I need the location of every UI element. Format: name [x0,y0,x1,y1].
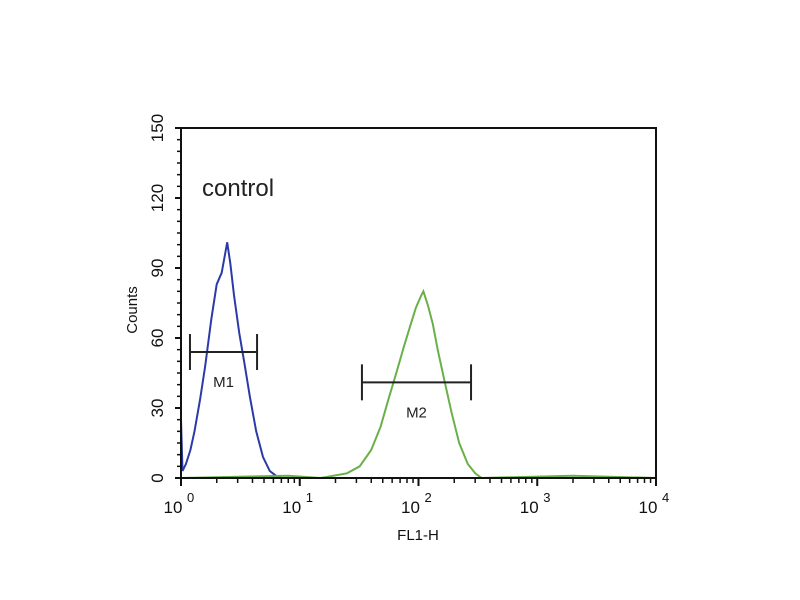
marker-label: M1 [213,374,234,391]
x-tick-label: 10 [282,498,301,517]
x-tick-exponent: 2 [425,490,432,505]
x-tick-label: 10 [164,498,183,517]
y-tick-label: 0 [148,473,167,482]
y-tick-label: 60 [148,329,167,348]
x-tick-exponent: 4 [662,490,669,505]
x-tick-exponent: 0 [187,490,194,505]
x-tick-label: 10 [639,498,658,517]
x-tick-exponent: 3 [543,490,550,505]
y-tick-label: 120 [148,184,167,212]
y-axis-label: Counts [124,286,141,334]
y-tick-label: 90 [148,259,167,278]
x-tick-label: 10 [401,498,420,517]
marker-m1: M1 [188,334,259,391]
histogram-series-2 [180,288,657,480]
marker-label: M2 [406,404,427,421]
x-axis-label: FL1-H [397,527,439,544]
histogram-series-1 [180,242,656,479]
x-tick-label: 10 [520,498,539,517]
marker-m2: M2 [360,364,473,421]
y-tick-label: 30 [148,399,167,418]
x-tick-exponent: 1 [306,490,313,505]
annotation-control: control [202,175,274,202]
y-tick-label: 150 [148,114,167,142]
